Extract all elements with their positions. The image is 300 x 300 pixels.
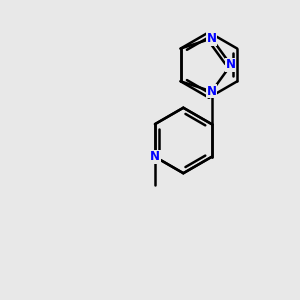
Text: N: N	[207, 32, 217, 45]
Text: N: N	[207, 85, 217, 98]
Text: N: N	[150, 150, 160, 163]
Text: N: N	[226, 58, 236, 71]
